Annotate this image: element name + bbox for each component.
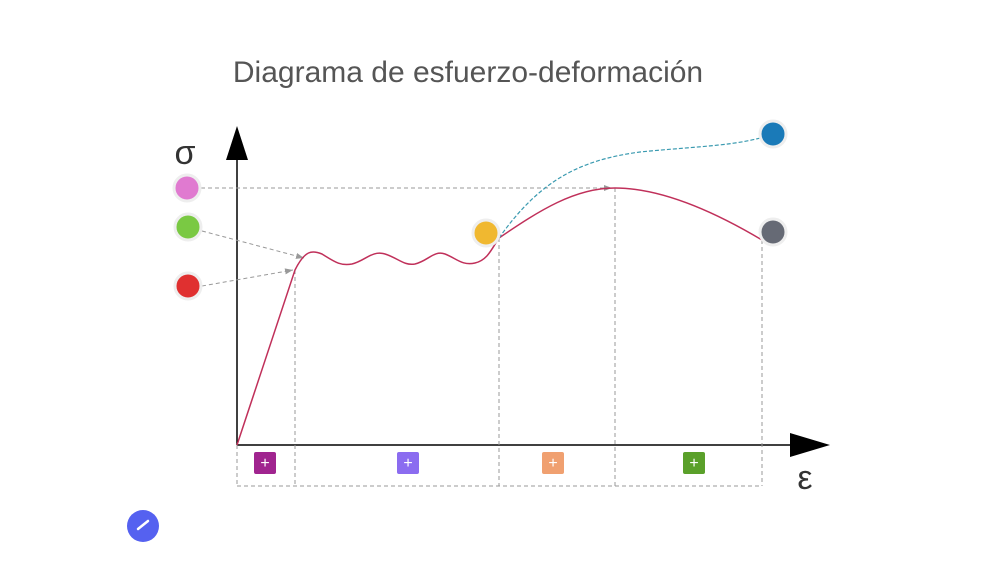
segment-button[interactable] — [542, 452, 564, 474]
hotspot[interactable] — [173, 212, 203, 242]
hotspots — [172, 119, 788, 301]
segment-button-label: + — [403, 455, 412, 472]
segment-button-label: + — [689, 455, 698, 472]
segment-button[interactable] — [397, 452, 419, 474]
hotspot[interactable] — [471, 218, 501, 248]
stress-curve — [236, 187, 763, 446]
y-label: σ — [175, 134, 196, 172]
hotspot[interactable] — [758, 119, 788, 149]
link-icon — [136, 519, 150, 531]
hotspot[interactable] — [758, 217, 788, 247]
hotspot[interactable] — [172, 173, 202, 203]
hotspot[interactable] — [173, 271, 203, 301]
guides — [201, 185, 763, 487]
segment-button[interactable] — [683, 452, 705, 474]
x-arrow — [790, 433, 830, 457]
y-arrow — [226, 126, 248, 160]
segment-button-label: + — [548, 455, 557, 472]
title: Diagrama de esfuerzo-deformación — [233, 56, 703, 89]
x-label: ε — [797, 459, 812, 497]
segment-button-label: + — [260, 455, 269, 472]
segment-button[interactable] — [254, 452, 276, 474]
true-stress-curve — [498, 133, 774, 239]
